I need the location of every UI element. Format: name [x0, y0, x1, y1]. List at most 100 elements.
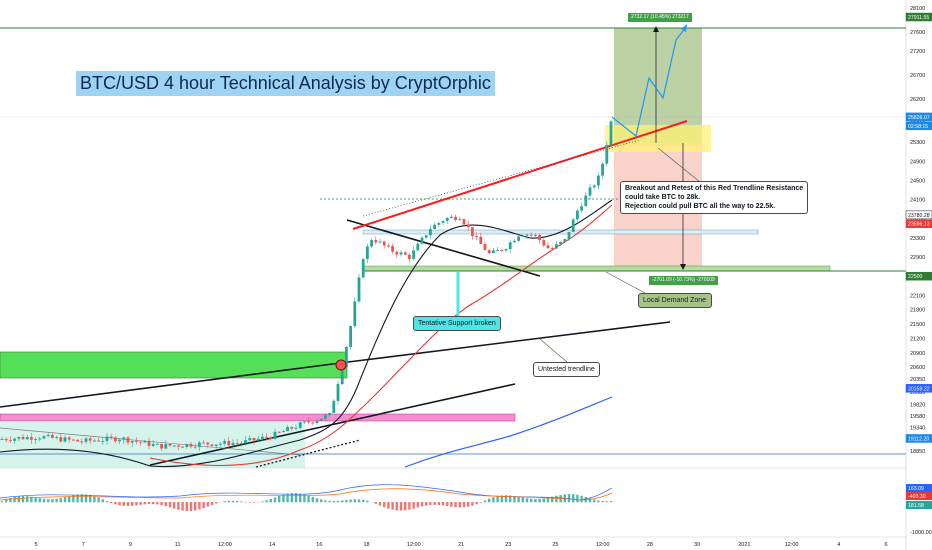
macd-bar-31 [131, 502, 134, 506]
macd-label-0: 163.09 [908, 486, 924, 492]
candle-body-93 [391, 246, 394, 252]
candle-body-116 [487, 250, 491, 254]
candle-body-62 [261, 436, 264, 439]
candle-body-120 [504, 249, 508, 251]
x-tick-11: 25 [552, 542, 558, 548]
candle-body-21 [88, 438, 92, 441]
price-label-box-6 [905, 384, 932, 393]
candlesticks [0, 119, 613, 451]
measure-top-tag: 2732.17 (10.45%) 273217 [628, 13, 692, 22]
macd-bar-92 [387, 502, 390, 509]
candle-body-45 [189, 443, 193, 447]
candle-body-100 [420, 237, 424, 244]
candle-body-56 [235, 443, 239, 445]
candle-body-89 [374, 240, 378, 243]
macd-bar-28 [118, 502, 121, 506]
macd-bar-67 [282, 494, 285, 503]
macd-bar-114 [479, 502, 482, 503]
candle-body-55 [231, 443, 235, 446]
macd-bar-36 [152, 502, 155, 505]
candle-body-10 [42, 436, 46, 439]
y-tick-2: 27200 [910, 49, 925, 55]
candle-body-28 [118, 439, 121, 442]
y-tick-11: 23300 [910, 236, 925, 242]
macd-bar-15 [63, 497, 67, 503]
x-tick-9: 21 [458, 542, 464, 548]
macd-bar-38 [160, 502, 163, 506]
candle-body-48 [202, 442, 205, 444]
macd-bar-123 [517, 496, 520, 503]
candle-body-5 [21, 437, 25, 440]
candle-body-49 [206, 442, 210, 445]
price-label-box-2 [905, 121, 932, 131]
macd-bar-6 [26, 496, 29, 503]
candle-body-11 [46, 434, 50, 437]
macd-bar-73 [307, 495, 310, 503]
candle-body-24 [101, 440, 105, 442]
macd-bar-42 [177, 502, 180, 510]
macd-bar-54 [227, 500, 230, 503]
candle-body-95 [399, 252, 403, 255]
candle-body-90 [378, 241, 382, 243]
x-tick-0: 5 [34, 542, 37, 548]
candle-body-63 [265, 436, 268, 438]
untested-connector [539, 338, 568, 363]
macd-bar-104 [437, 502, 440, 505]
macd-bar-44 [185, 502, 188, 512]
candle-body-96 [403, 252, 407, 255]
candle-body-1 [4, 438, 8, 441]
measure-bottom-tag: -2701.09 (-10.73%) -270109 [649, 276, 718, 285]
candle-body-75 [315, 420, 319, 423]
candle-body-3 [13, 438, 16, 441]
candle-body-129 [542, 240, 546, 246]
candle-body-119 [500, 249, 504, 251]
candle-body-41 [172, 445, 176, 447]
price-label-6: 20159.22 [908, 386, 930, 392]
signal-line [0, 488, 613, 501]
macd-bar-105 [441, 502, 445, 506]
y-tick-12: 22900 [910, 255, 925, 261]
macd-bar-34 [143, 502, 146, 505]
macd-bar-48 [202, 502, 205, 509]
candle-body-50 [210, 444, 214, 446]
price-label-5: 22500 [908, 274, 923, 280]
macd-bar-33 [139, 502, 142, 505]
candle-body-132 [555, 244, 558, 249]
price-label-3: 23780.28 [908, 213, 930, 219]
macd-bar-113 [475, 502, 478, 505]
projection-arrow [681, 24, 687, 32]
candle-body-144 [605, 144, 609, 164]
macd-bar-11 [47, 499, 50, 503]
pink-zone [0, 413, 516, 422]
candle-body-126 [529, 234, 533, 236]
y-tick-14: 22100 [910, 293, 925, 299]
macd-bar-68 [286, 493, 289, 503]
candle-body-104 [437, 222, 441, 225]
macd-bar-86 [362, 499, 365, 503]
candle-body-35 [147, 440, 151, 446]
candle-body-78 [328, 412, 331, 416]
macd-bar-87 [366, 500, 369, 503]
candle-body-58 [244, 440, 247, 444]
macd-bar-85 [357, 499, 361, 503]
x-tick-7: 18 [363, 542, 369, 548]
macd-bar-35 [147, 502, 151, 505]
macd-bar-108 [454, 502, 457, 508]
y-tick-26: 18850 [910, 449, 925, 455]
macd-bar-115 [483, 500, 487, 503]
candle-body-114 [479, 236, 483, 244]
macd-bar-94 [395, 502, 398, 511]
candle-body-54 [227, 440, 231, 446]
candle-body-141 [592, 185, 596, 188]
candle-body-102 [429, 228, 432, 236]
macd-bar-14 [59, 498, 62, 503]
candle-body-60 [252, 438, 256, 441]
candle-body-70 [294, 427, 298, 429]
macd-bar-5 [21, 495, 25, 503]
measure-up-arrow [653, 26, 659, 32]
macd-bar-63 [265, 500, 268, 503]
candle-body-37 [156, 443, 159, 445]
price-label-4: 23596.13 [908, 222, 930, 228]
macd-bar-137 [576, 494, 579, 503]
